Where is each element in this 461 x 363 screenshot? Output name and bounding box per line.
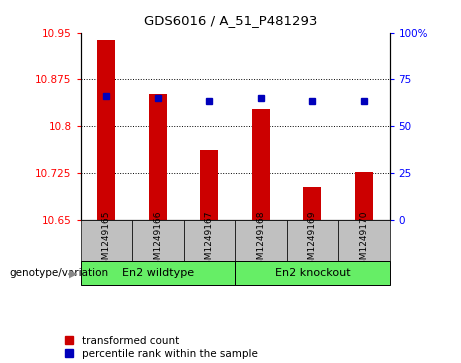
Text: En2 knockout: En2 knockout bbox=[274, 268, 350, 278]
Text: GDS6016 / A_51_P481293: GDS6016 / A_51_P481293 bbox=[144, 14, 317, 27]
FancyBboxPatch shape bbox=[132, 220, 183, 261]
Bar bbox=[149, 94, 167, 220]
FancyBboxPatch shape bbox=[183, 220, 235, 261]
Text: ▶: ▶ bbox=[69, 268, 77, 278]
Bar bbox=[97, 40, 115, 220]
Text: GSM1249168: GSM1249168 bbox=[256, 210, 266, 271]
FancyBboxPatch shape bbox=[81, 261, 235, 285]
Text: GSM1249170: GSM1249170 bbox=[359, 210, 368, 271]
FancyBboxPatch shape bbox=[81, 220, 132, 261]
FancyBboxPatch shape bbox=[235, 220, 287, 261]
Text: GSM1249167: GSM1249167 bbox=[205, 210, 214, 271]
Bar bbox=[201, 150, 219, 220]
FancyBboxPatch shape bbox=[287, 220, 338, 261]
Text: En2 wildtype: En2 wildtype bbox=[122, 268, 194, 278]
FancyBboxPatch shape bbox=[235, 261, 390, 285]
Text: GSM1249166: GSM1249166 bbox=[154, 210, 162, 271]
Legend: transformed count, percentile rank within the sample: transformed count, percentile rank withi… bbox=[65, 335, 258, 359]
Text: GSM1249169: GSM1249169 bbox=[308, 210, 317, 271]
FancyBboxPatch shape bbox=[338, 220, 390, 261]
Text: GSM1249165: GSM1249165 bbox=[102, 210, 111, 271]
Bar bbox=[252, 109, 270, 220]
Bar bbox=[355, 172, 373, 220]
Text: genotype/variation: genotype/variation bbox=[9, 268, 108, 278]
Bar bbox=[303, 187, 321, 220]
